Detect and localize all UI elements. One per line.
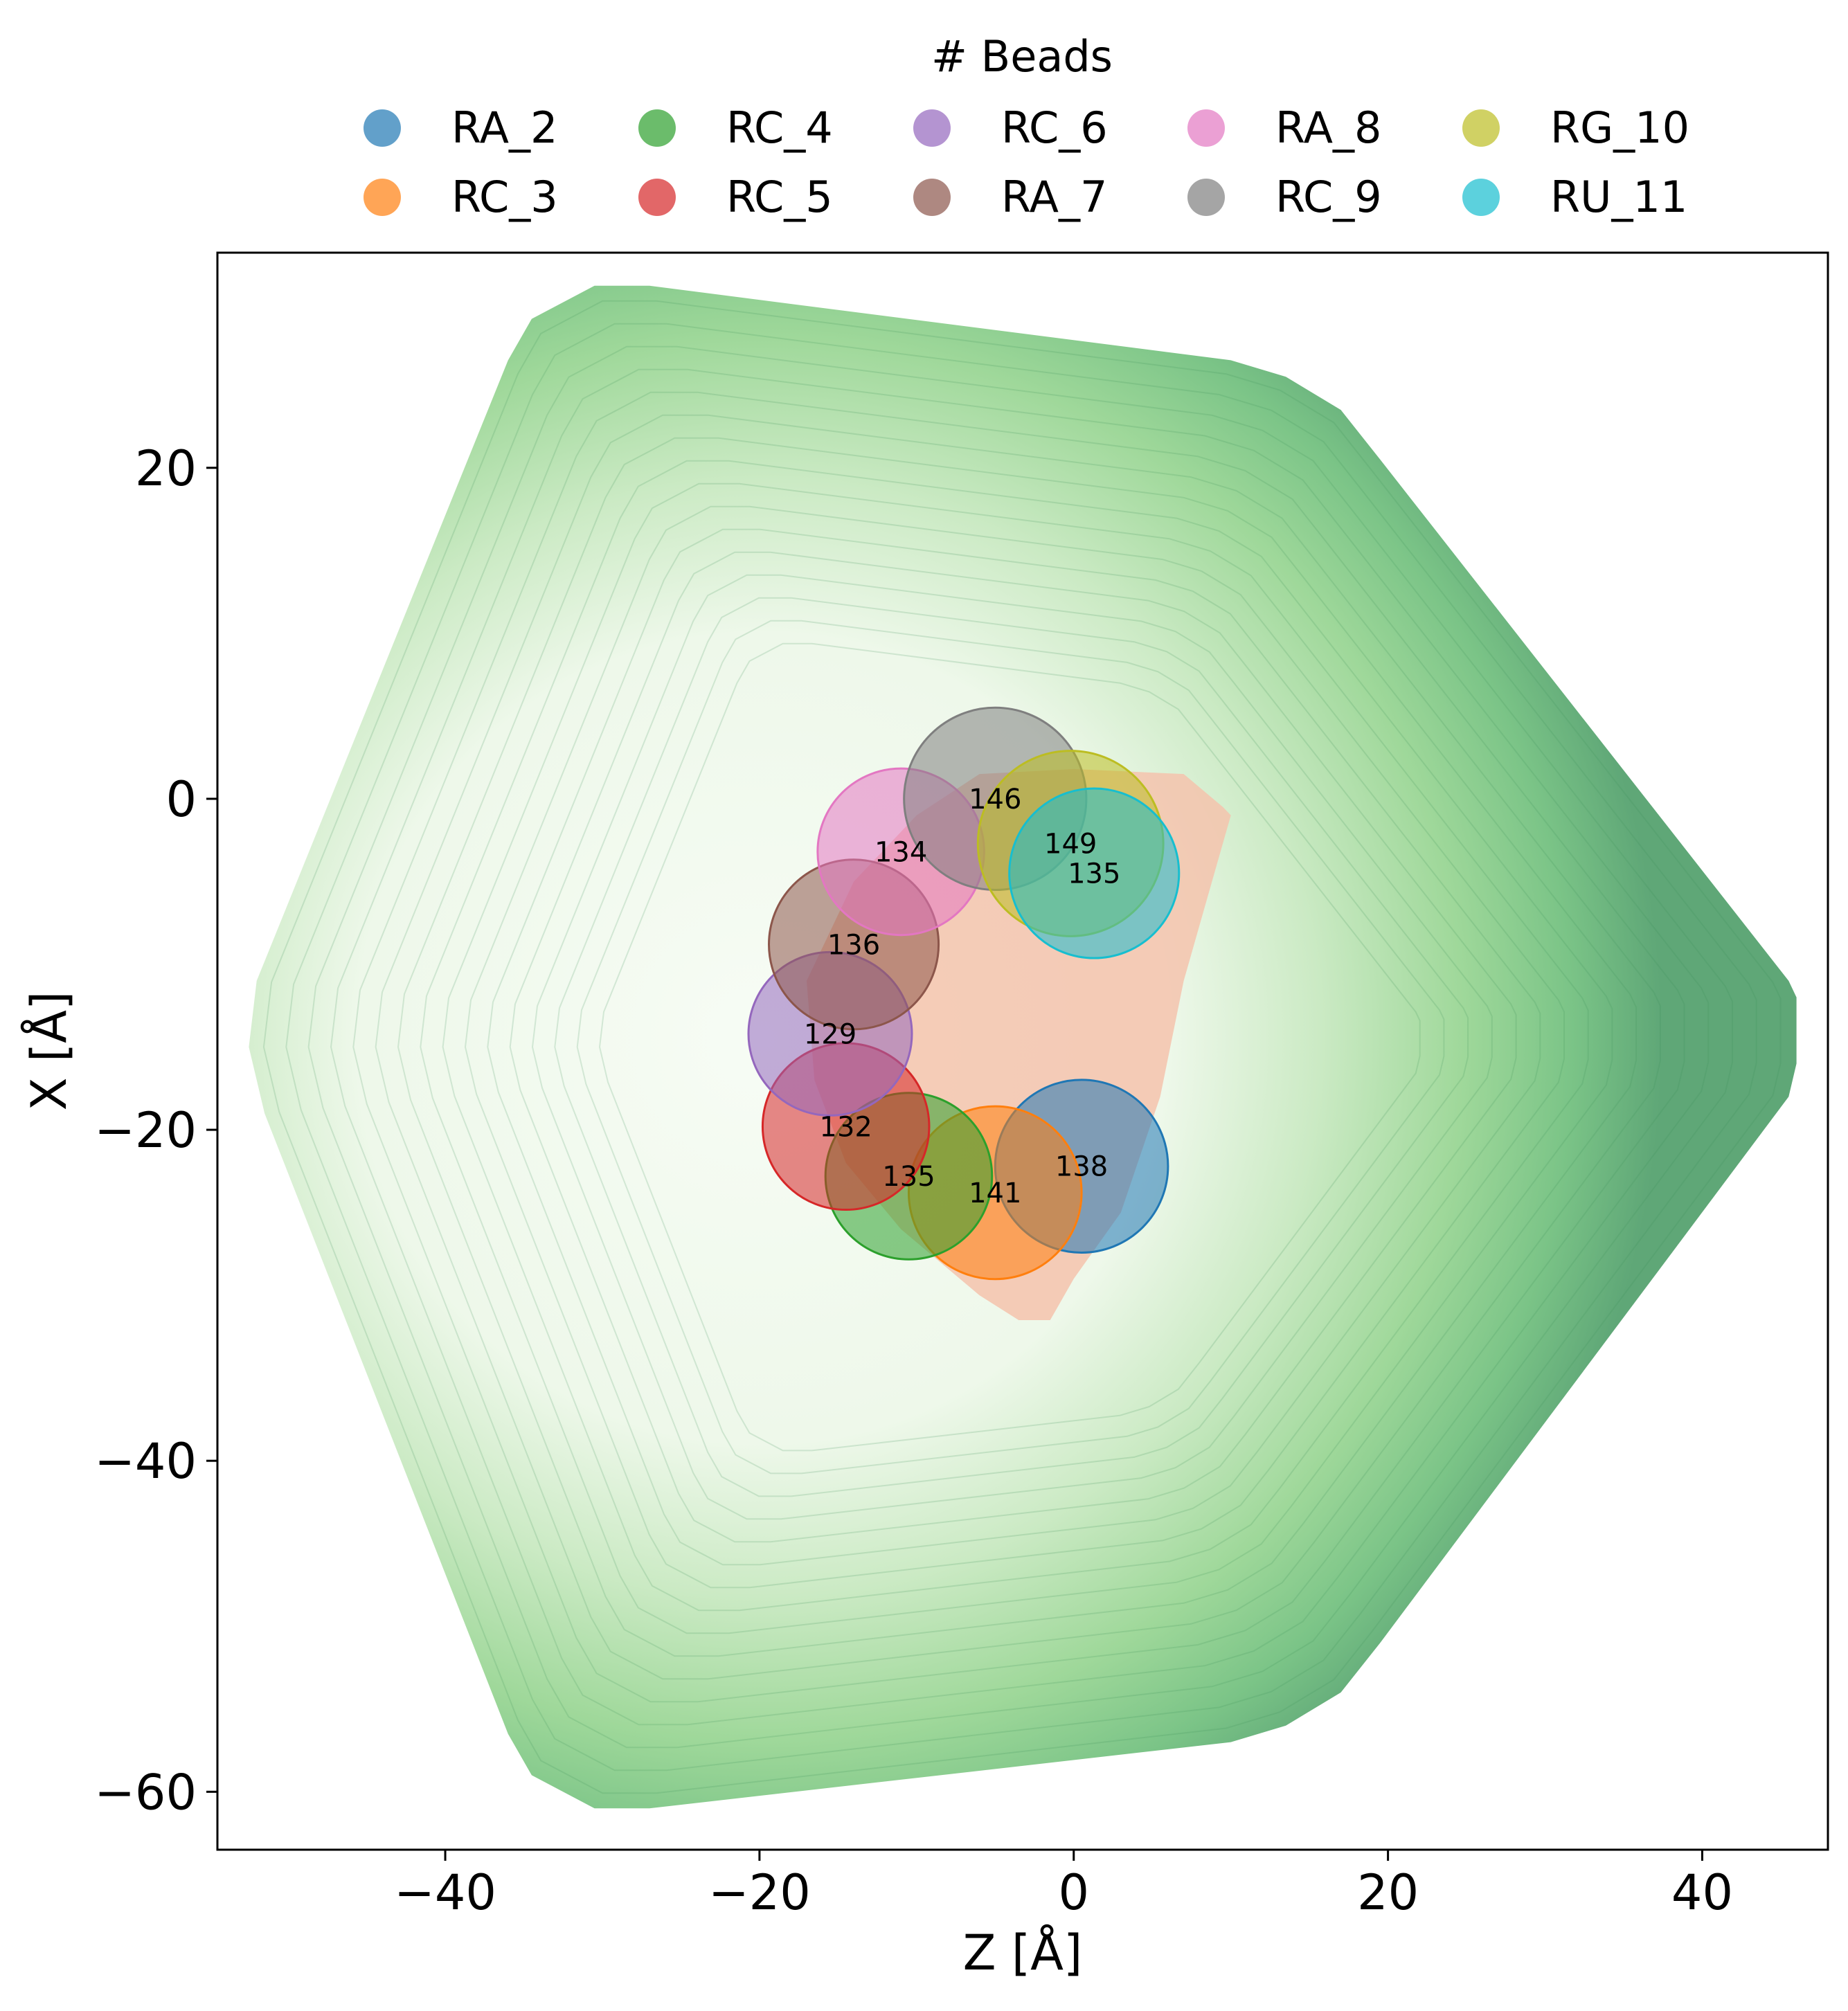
x-tick-label: 20 xyxy=(1357,1864,1419,1921)
legend-label-RC_4: RC_4 xyxy=(726,102,833,153)
contour-line xyxy=(531,574,1493,1520)
contour-line xyxy=(375,414,1661,1680)
contour-line xyxy=(576,620,1445,1475)
x-tick-label: 40 xyxy=(1671,1864,1733,1921)
legend-label-RC_6: RC_6 xyxy=(1001,102,1108,153)
x-axis-label: Z [Å] xyxy=(963,1924,1083,1981)
bead-RU_11 xyxy=(1008,787,1181,959)
contour-line xyxy=(420,460,1613,1634)
bead-label-RC_4: 135 xyxy=(882,1161,935,1193)
bead-label-RC_9: 146 xyxy=(969,784,1021,815)
bead-label-RG_10: 149 xyxy=(1044,828,1097,860)
legend-label-RC_5: RC_5 xyxy=(726,172,833,222)
x-tick-label: 0 xyxy=(1058,1864,1089,1921)
y-axis-label: X [Å] xyxy=(21,991,78,1111)
legend-items: RA_2 RC_3 RC_4 RC_5 RC_6 RA_7 RA_8 RC_9 RG_10 RU_… xyxy=(364,102,1689,222)
bead-label-RC_6: 129 xyxy=(804,1018,856,1050)
legend-label-RA_7: RA_7 xyxy=(1001,172,1107,222)
plot-frame xyxy=(216,251,1829,1851)
y-tick-label: 0 xyxy=(165,771,197,828)
legend-marker-RC_5 xyxy=(638,179,676,216)
contour-line xyxy=(307,345,1733,1749)
x-tick-label: −40 xyxy=(394,1864,496,1921)
y-tick-label: −60 xyxy=(94,1764,197,1821)
legend-label-RC_3: RC_3 xyxy=(451,172,558,222)
contour-line xyxy=(509,551,1517,1543)
y-tick-label: −40 xyxy=(94,1433,197,1490)
bead-label-RA_7: 136 xyxy=(827,929,880,961)
x-tick-label: −20 xyxy=(708,1864,811,1921)
legend-marker-RC_6 xyxy=(913,109,951,147)
y-tick-label: 20 xyxy=(135,440,197,497)
contour-line xyxy=(285,323,1757,1771)
bead-label-RC_5: 132 xyxy=(820,1111,872,1143)
bead-label-RA_8: 134 xyxy=(874,836,927,868)
y-tick-label: −20 xyxy=(94,1102,197,1159)
contour-line xyxy=(554,597,1469,1497)
legend-marker-RG_10 xyxy=(1462,109,1500,147)
legend-label-RU_11: RU_11 xyxy=(1550,172,1687,222)
contour-line xyxy=(262,300,1782,1794)
y-axis-ticks: 20 0 −20 −40 −60 xyxy=(94,440,217,1821)
legend-marker-RA_8 xyxy=(1187,109,1225,147)
contour-line xyxy=(442,483,1589,1612)
legend-marker-RU_11 xyxy=(1462,179,1500,216)
bead-label-RU_11: 135 xyxy=(1068,858,1120,890)
legend: # Beads RA_2 RC_3 RC_4 RC_5 RC_6 RA_7 RA_8 RC_9… xyxy=(364,31,1689,222)
x-axis-ticks: −40 −20 0 20 40 xyxy=(394,1850,1733,1921)
legend-label-RG_10: RG_10 xyxy=(1550,102,1689,153)
legend-label-RC_9: RC_9 xyxy=(1275,172,1382,222)
contour-line xyxy=(487,528,1541,1566)
legend-label-RA_2: RA_2 xyxy=(451,102,557,153)
legend-marker-RC_4 xyxy=(638,109,676,147)
bead-label-RA_2: 138 xyxy=(1055,1151,1108,1183)
legend-title: # Beads xyxy=(931,31,1113,82)
legend-marker-RA_7 xyxy=(913,179,951,216)
contour-line xyxy=(464,505,1565,1589)
bead-label-RC_3: 141 xyxy=(969,1178,1021,1209)
legend-marker-RC_9 xyxy=(1187,179,1225,216)
legend-marker-RA_2 xyxy=(364,109,401,147)
legend-label-RA_8: RA_8 xyxy=(1275,102,1381,153)
contour-line xyxy=(397,437,1638,1657)
legend-marker-RC_3 xyxy=(364,179,401,216)
contour-line xyxy=(330,368,1710,1726)
contour-line xyxy=(352,391,1685,1703)
contour-line xyxy=(598,642,1421,1452)
